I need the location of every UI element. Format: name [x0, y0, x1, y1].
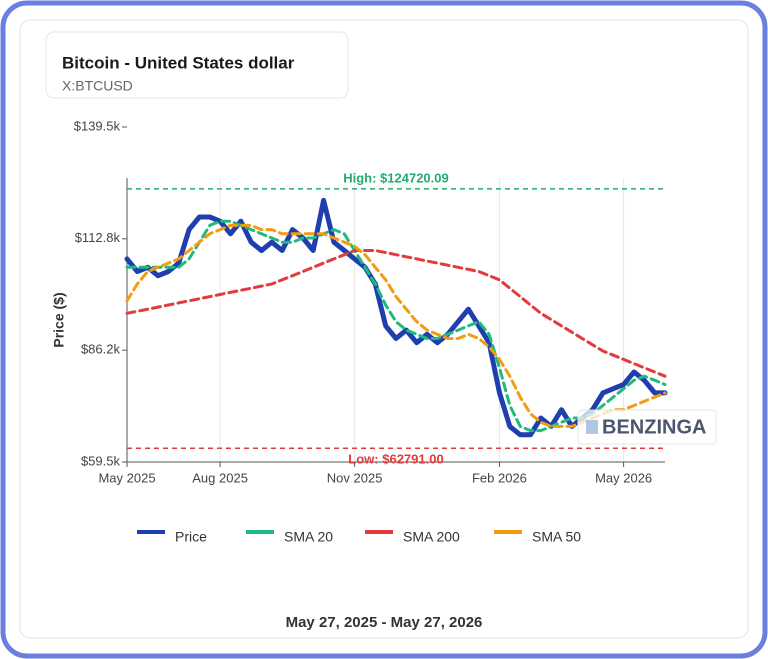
x-tick-label: May 2025 [98, 470, 155, 485]
date-range: May 27, 2025 - May 27, 2026 [286, 614, 483, 631]
annotation-label: Low: $62791.00 [348, 452, 443, 467]
title-box [45, 31, 349, 99]
chart-subtitle: X:BTCUSD [62, 78, 133, 94]
legend-label: Price [175, 529, 207, 545]
x-tick-label: Feb 2026 [472, 470, 527, 485]
annotation-label: High: $124720.09 [343, 170, 449, 185]
y-tick-label: $139.5k [74, 118, 121, 133]
card [19, 19, 749, 639]
series-line [124, 197, 668, 438]
watermark-icon [586, 420, 598, 434]
legend-label: SMA 50 [532, 529, 581, 545]
x-tick-label: May 2026 [595, 470, 652, 485]
watermark-box [577, 409, 717, 445]
legend-label: SMA 200 [403, 529, 460, 545]
y-tick-label: $59.5k [81, 453, 121, 468]
legend-label: SMA 20 [284, 529, 333, 545]
y-tick-label: $86.2k [81, 342, 121, 357]
series-line [125, 223, 667, 428]
series-line [125, 249, 667, 378]
chart-title: Bitcoin - United States dollar [62, 53, 295, 72]
plot: May 2025 Aug 2025 Nov 2025 Feb 2026 May 2026… [74, 118, 668, 545]
series-line [125, 219, 667, 433]
watermark: BENZINGA [602, 416, 706, 438]
x-tick-label: Nov 2025 [327, 470, 383, 485]
y-axis-label: Price ($) [51, 292, 67, 347]
x-tick-label: Aug 2025 [192, 470, 248, 485]
y-tick-label: $112.8k [75, 230, 121, 245]
